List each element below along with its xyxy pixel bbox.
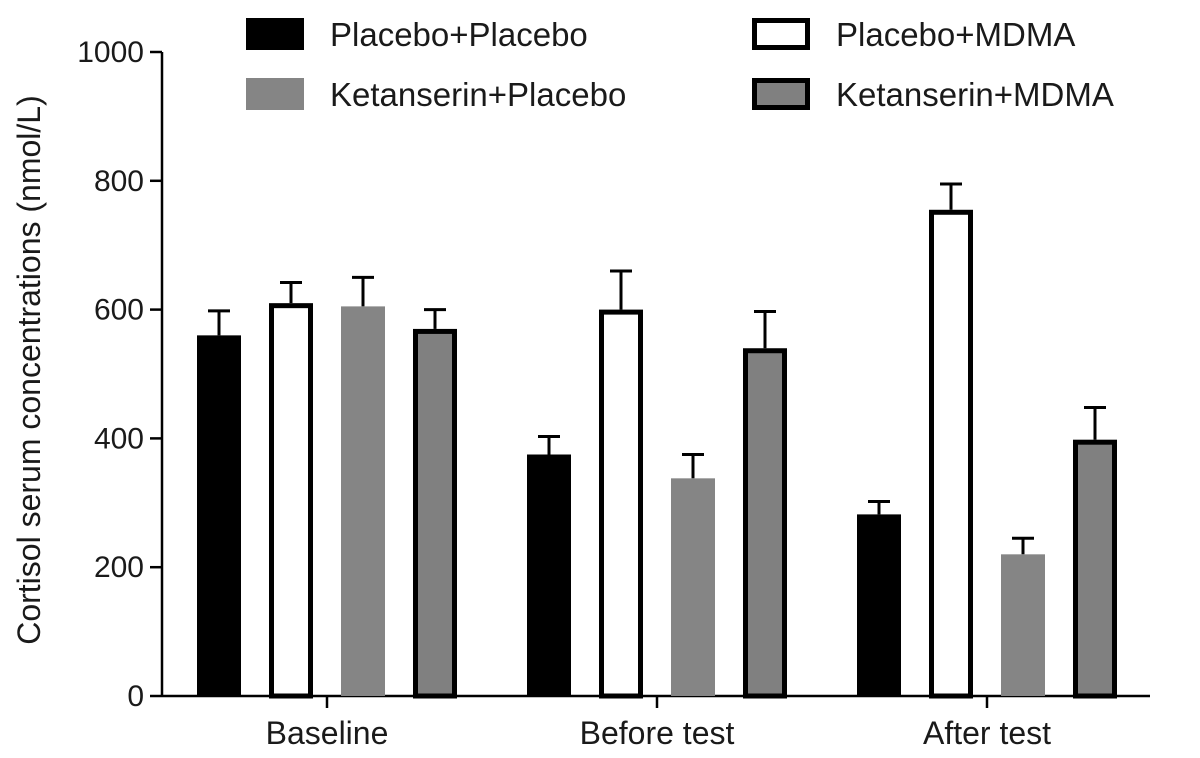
bar — [413, 328, 457, 699]
bar — [341, 306, 385, 696]
legend-swatch — [246, 78, 304, 110]
legend-swatch — [752, 78, 810, 110]
legend-swatch — [752, 18, 810, 50]
legend: Placebo+Placebo Placebo+MDMA Ketanserin+Pl… — [246, 16, 1114, 113]
bar — [527, 454, 571, 696]
bar — [197, 335, 241, 696]
y-tick-label: 200 — [94, 551, 144, 584]
y-tick-label: 0 — [127, 680, 144, 713]
x-tick-label: Before test — [580, 715, 735, 751]
y-tick-label: 400 — [94, 422, 144, 455]
bar — [269, 303, 313, 699]
bar — [599, 309, 643, 699]
x-tick-label: After test — [923, 715, 1051, 751]
legend-label: Ketanserin+MDMA — [836, 76, 1114, 113]
bar — [929, 209, 973, 699]
y-tick-label: 1000 — [77, 36, 144, 69]
bar — [1073, 439, 1117, 699]
plot-area: 0 200 400 600 800 1000 Baseline Before test Afte… — [77, 36, 1150, 751]
legend-swatch — [246, 18, 304, 50]
x-tick-label: Baseline — [266, 715, 389, 751]
legend-label: Placebo+Placebo — [330, 16, 588, 53]
legend-label: Placebo+MDMA — [836, 16, 1075, 53]
y-tick-label: 800 — [94, 165, 144, 198]
bar — [1001, 554, 1045, 696]
bar — [857, 514, 901, 696]
legend-label: Ketanserin+Placebo — [330, 76, 626, 113]
bar — [743, 348, 787, 699]
bar — [671, 478, 715, 696]
y-tick-label: 600 — [94, 294, 144, 327]
y-axis-label: Cortisol serum concentrations (nmol/L) — [11, 95, 47, 645]
